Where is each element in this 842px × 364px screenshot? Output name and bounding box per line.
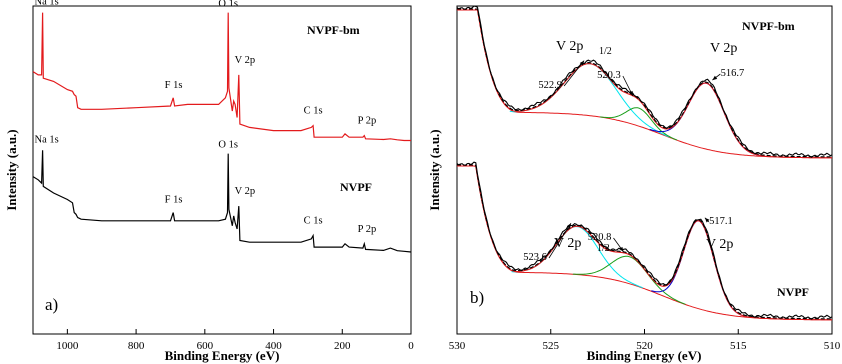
panel-a-tag-nvpf-bm: NVPF-bm bbox=[307, 23, 360, 37]
panel-b-plot-frame bbox=[456, 5, 833, 335]
panel-b-peak-value-label: 517.1 bbox=[709, 216, 733, 227]
panel-a-curves bbox=[32, 12, 412, 253]
panel-b-background-line bbox=[457, 165, 832, 321]
panel-b-peak-arrow bbox=[548, 223, 572, 259]
panel-b-x-tick-label: 520 bbox=[636, 340, 653, 352]
panel-b-peak-value-label: 522.9 bbox=[538, 80, 562, 91]
panel-a-peak-label: O 1s bbox=[218, 140, 238, 151]
panel-b-letter: b) bbox=[470, 288, 484, 307]
panel-a: 1000 800 600 400 200 0 Na 1s O 1s F 1s V 2p C 1s P… bbox=[4, 0, 414, 363]
panel-a-peak-label: F 1s bbox=[165, 195, 183, 206]
panel-a-y-axis-title: Intensity (a.u.) bbox=[4, 129, 19, 210]
panel-b-peak-2-component bbox=[572, 255, 686, 305]
panel-a-spectrum-nvpf-bm bbox=[32, 12, 411, 142]
panel-a-peak-label: V 2p bbox=[235, 55, 256, 66]
panel-b-peak-value-label: 516.7 bbox=[721, 68, 745, 79]
panel-b-peak-3-component bbox=[651, 220, 747, 318]
panel-a-x-tick-label: 800 bbox=[128, 340, 145, 352]
panel-b-x-ticks: 530 525 520 515 510 bbox=[449, 329, 841, 352]
panel-a-x-ticks: 1000 800 600 400 200 0 bbox=[56, 329, 414, 352]
panel-a-x-tick-label: 1000 bbox=[56, 340, 79, 352]
panel-a-plot-frame bbox=[32, 5, 412, 335]
panel-b-peak-arrowhead bbox=[566, 223, 571, 229]
panel-a-peak-label: Na 1s bbox=[35, 134, 59, 145]
panel-a-peak-labels: Na 1s O 1s F 1s V 2p C 1s P 2p Na 1s O 1s F 1s V … bbox=[35, 0, 377, 235]
panel-b-peak-arrowhead bbox=[629, 90, 633, 96]
panel-b-fit-sum bbox=[457, 164, 832, 320]
panel-a-x-tick-label: 400 bbox=[265, 340, 282, 352]
panel-b-v2p-label: V 2p bbox=[710, 41, 737, 56]
panel-b-v2p-label: V 2p bbox=[706, 237, 733, 252]
panel-a-tag-nvpf: NVPF bbox=[340, 180, 372, 194]
panel-a-x-axis-title: Binding Energy (eV) bbox=[165, 348, 280, 363]
panel-b-x-axis-title: Binding Energy (eV) bbox=[587, 348, 702, 363]
panel-b-measured-spectrum bbox=[456, 161, 833, 320]
panel-a-x-tick-label: 0 bbox=[408, 340, 414, 352]
panel-a-spectrum-nvpf bbox=[32, 150, 412, 253]
panel-a-peak-label: O 1s bbox=[218, 0, 238, 10]
panel-b-tag-nvpf: NVPF bbox=[777, 285, 809, 299]
panel-b-v2p12-subscript: 1/2 bbox=[599, 46, 612, 57]
panel-a-peak-label: C 1s bbox=[304, 216, 323, 227]
panel-b-peak-1-component bbox=[509, 63, 671, 138]
panel-b-peak-value-label: 523.6 bbox=[523, 252, 547, 263]
panel-b-peak-arrowhead bbox=[579, 60, 585, 66]
panel-a-peak-label: V 2p bbox=[235, 186, 256, 197]
panel-a-peak-label: P 2p bbox=[358, 224, 377, 235]
panel-b-v2p12-subscript: 1/2 bbox=[597, 243, 610, 254]
panel-b-v2p12-label: V 2p bbox=[556, 39, 583, 54]
panel-a-peak-label: Na 1s bbox=[35, 0, 59, 8]
panel-b-peak-arrow bbox=[563, 60, 585, 87]
panel-b-y-axis-title: Intensity (a.u.) bbox=[427, 129, 442, 210]
panel-b-peak-2-component bbox=[600, 107, 678, 141]
panel-b-peak-arrowhead bbox=[619, 246, 624, 252]
panel-b-peak-arrowhead bbox=[712, 75, 718, 81]
panel-a-x-tick-label: 200 bbox=[334, 340, 351, 352]
panel-b-x-tick-label: 530 bbox=[449, 340, 466, 352]
panel-a-letter: a) bbox=[45, 295, 58, 314]
panel-b-curves bbox=[456, 5, 833, 321]
panel-b-measured-spectrum bbox=[456, 5, 833, 158]
panel-a-peak-label: C 1s bbox=[304, 106, 323, 117]
panel-b-fit-sum bbox=[457, 8, 832, 158]
panel-b-x-tick-label: 515 bbox=[730, 340, 747, 352]
panel-b-peak-arrowhead bbox=[704, 217, 710, 223]
panel-b-envelope bbox=[457, 9, 832, 159]
panel-a-x-tick-label: 600 bbox=[197, 340, 214, 352]
panel-b-x-tick-label: 510 bbox=[824, 340, 841, 352]
panel-b-peak-value-label: 520.3 bbox=[597, 70, 621, 81]
panel-b-x-tick-label: 525 bbox=[543, 340, 560, 352]
panel-b-peak-value-label: 520.8 bbox=[588, 232, 612, 243]
panel-b-tag-nvpf-bm: NVPF-bm bbox=[742, 19, 795, 33]
panel-b: 530 525 520 515 510 V 2p 1/2 V 2p 522.9 520.3 516… bbox=[427, 5, 841, 363]
panel-b-envelope bbox=[457, 165, 832, 321]
panel-a-peak-label: P 2p bbox=[358, 116, 377, 127]
panel-a-peak-label: F 1s bbox=[165, 80, 183, 91]
